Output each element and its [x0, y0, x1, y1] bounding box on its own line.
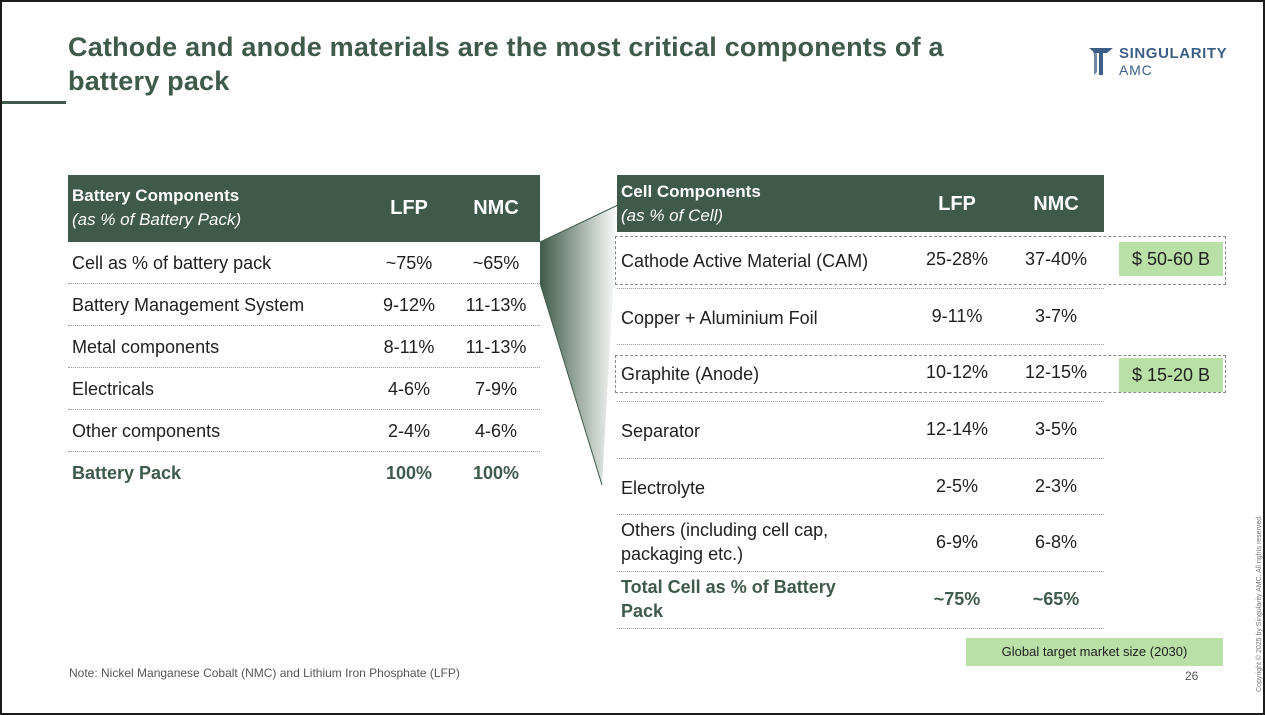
- nmc-value: 3-5%: [1034, 419, 1078, 440]
- nmc-value: 11-13%: [465, 295, 527, 315]
- copyright-notice: Copyright © 2025 by Singularity AMC. All…: [1256, 514, 1263, 692]
- table-row: Cathode Active Material (CAM) 25-28% 37-…: [617, 232, 1104, 289]
- nmc-value: 11-13%: [465, 337, 527, 357]
- row-label: Copper + Aluminium Foil: [621, 307, 818, 328]
- nmc-value: ~65%: [472, 253, 520, 273]
- table-row: Separator 12-14% 3-5%: [617, 402, 1104, 459]
- singularity-logo-icon: [1089, 48, 1113, 75]
- cam-market-size: $ 50-60 B: [1119, 242, 1223, 276]
- logo: SINGULARITY AMC: [1088, 44, 1248, 80]
- nmc-value: 12-15%: [1024, 362, 1088, 383]
- row-label: Cathode Active Material (CAM): [621, 251, 869, 271]
- market-size-legend: Global target market size (2030): [966, 638, 1223, 666]
- nmc-value: 100%: [472, 463, 520, 483]
- row-label: Graphite (Anode): [621, 364, 760, 385]
- graphite-market-size: $ 15-20 B: [1119, 358, 1223, 392]
- logo-text-line1: SINGULARITY: [1119, 45, 1228, 62]
- table-row: Metal components 8-11% 11-13%: [68, 326, 540, 368]
- table-row: Battery Management System 9-12% 11-13%: [68, 284, 540, 326]
- nmc-value: 6-8%: [1034, 532, 1078, 553]
- lfp-value: 25-28%: [925, 249, 989, 269]
- header-lfp: LFP: [938, 193, 976, 215]
- table-row: Other components 2-4% 4-6%: [68, 410, 540, 452]
- nmc-value: ~65%: [1032, 589, 1080, 610]
- total-row: Total Cell as % of Battery Pack ~75% ~65…: [617, 572, 1104, 629]
- nmc-value: 37-40%: [1024, 249, 1088, 269]
- row-label: Total Cell as % of Battery Pack: [621, 577, 836, 622]
- table-row: Graphite (Anode) 10-12% 12-15%: [617, 345, 1104, 403]
- lfp-value: 4-6%: [387, 379, 431, 399]
- header-title: Battery Components: [72, 186, 240, 205]
- lfp-value: ~75%: [385, 253, 433, 273]
- lfp-value: 12-14%: [925, 419, 989, 440]
- nmc-value: 4-6%: [474, 421, 518, 441]
- table-row: Others (including cell cap, packaging et…: [617, 515, 1104, 573]
- lfp-value: 100%: [385, 463, 433, 483]
- header-title: Cell Components: [621, 182, 761, 201]
- row-label: Separator: [621, 421, 701, 442]
- row-label: Battery Pack: [72, 463, 182, 483]
- battery-components-header: Battery Components (as % of Battery Pack…: [68, 175, 540, 242]
- row-label: Metal components: [72, 337, 220, 357]
- logo-text-line2: AMC: [1119, 62, 1153, 78]
- row-label: Others (including cell cap, packaging et…: [621, 520, 829, 565]
- header-subtitle: (as % of Battery Pack): [72, 210, 242, 229]
- header-nmc: NMC: [473, 197, 519, 219]
- cell-components-table: Cell Components (as % of Cell) LFP NMC C…: [617, 175, 1104, 629]
- lfp-value: ~75%: [933, 589, 981, 610]
- footnote: Note: Nickel Manganese Cobalt (NMC) and …: [69, 666, 460, 680]
- nmc-value: 2-3%: [1034, 475, 1078, 496]
- header-subtitle: (as % of Cell): [621, 206, 724, 225]
- row-label: Electricals: [72, 379, 155, 399]
- nmc-value: 7-9%: [474, 379, 518, 399]
- cell-components-header: Cell Components (as % of Cell) LFP NMC: [617, 175, 1104, 232]
- zoom-connector: [540, 204, 619, 486]
- nmc-value: 3-7%: [1034, 305, 1078, 326]
- table-row: Electricals 4-6% 7-9%: [68, 368, 540, 410]
- lfp-value: 9-12%: [382, 295, 436, 315]
- page-title: Cathode and anode materials are the most…: [68, 32, 944, 96]
- header-lfp: LFP: [390, 197, 428, 219]
- lfp-value: 10-12%: [925, 362, 989, 383]
- cam-highlight-box: [615, 236, 1226, 285]
- total-row: Battery Pack 100% 100%: [68, 452, 540, 494]
- lfp-value: 6-9%: [935, 532, 979, 553]
- graphite-highlight-box: [615, 355, 1226, 393]
- row-label: Other components: [72, 421, 221, 441]
- lfp-value: 2-5%: [935, 475, 979, 496]
- table-row: Copper + Aluminium Foil 9-11% 3-7%: [617, 289, 1104, 346]
- table-row: Cell as % of battery pack ~75% ~65%: [68, 242, 540, 284]
- table-row: Electrolyte 2-5% 2-3%: [617, 459, 1104, 516]
- header-nmc: NMC: [1033, 193, 1079, 215]
- lfp-value: 9-11%: [931, 305, 983, 326]
- row-label: Cell as % of battery pack: [72, 253, 272, 273]
- lfp-value: 8-11%: [383, 337, 435, 357]
- row-label: Electrolyte: [621, 477, 706, 498]
- page-number: 26: [1185, 669, 1199, 683]
- battery-components-table: Battery Components (as % of Battery Pack…: [68, 175, 540, 494]
- row-label: Battery Management System: [72, 295, 305, 315]
- lfp-value: 2-4%: [387, 421, 431, 441]
- title-underline: [2, 101, 66, 104]
